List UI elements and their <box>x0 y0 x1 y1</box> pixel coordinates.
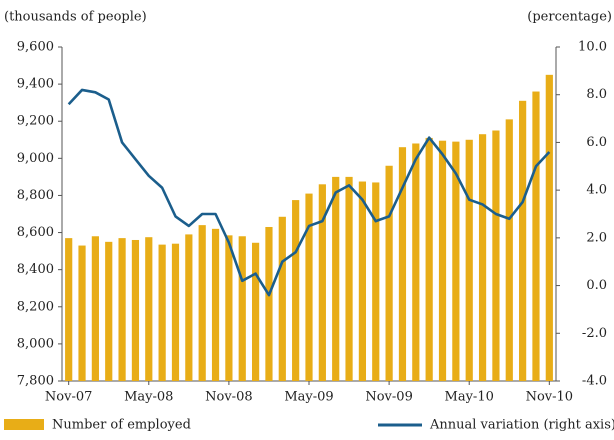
bar <box>225 235 233 381</box>
bar <box>465 139 473 381</box>
bar <box>65 238 73 381</box>
bar <box>478 134 487 381</box>
y2-axis-label: (percentage) <box>527 10 612 25</box>
bar <box>185 234 193 381</box>
y2-tick-label: 10.0 <box>578 40 607 55</box>
y-tick-label: 8,400 <box>17 262 54 277</box>
y-axis-label: (thousands of people) <box>4 10 147 25</box>
y2-tick-label: -2.0 <box>582 326 607 341</box>
y2-tick-label: 0.0 <box>586 278 607 293</box>
x-tick-label: Nov-10 <box>526 390 573 405</box>
x-tick-label: Nov-09 <box>365 390 412 405</box>
bar <box>211 228 220 381</box>
bar <box>412 143 420 381</box>
bar <box>519 100 527 382</box>
legend-label: Number of employed <box>52 418 191 433</box>
y-tick-label: 9,600 <box>17 40 54 55</box>
x-tick-label: May-08 <box>124 390 173 405</box>
y2-tick-label: 8.0 <box>586 87 607 102</box>
x-tick-label: May-09 <box>284 390 333 405</box>
y-tick-label: 9,400 <box>17 77 54 92</box>
x-tick-label: Nov-08 <box>205 390 252 405</box>
bar <box>158 244 166 381</box>
x-tick-label: Nov-07 <box>45 390 92 405</box>
bar <box>78 245 86 381</box>
bar <box>345 176 353 381</box>
x-tick-label: May-10 <box>445 390 494 405</box>
bar <box>198 225 206 381</box>
y-tick-label: 9,000 <box>17 151 54 166</box>
bar <box>91 236 99 381</box>
bar <box>385 165 393 381</box>
y-tick-label: 7,800 <box>17 374 54 389</box>
legend-swatch <box>4 419 44 430</box>
bar <box>505 119 513 381</box>
bar <box>305 193 313 381</box>
y2-tick-label: 6.0 <box>586 135 607 150</box>
y2-tick-label: 2.0 <box>586 230 607 245</box>
y2-tick-label: -4.0 <box>582 374 607 389</box>
bar <box>372 182 380 381</box>
bar <box>398 147 407 381</box>
bar <box>438 140 447 381</box>
y-tick-label: 8,600 <box>17 225 54 240</box>
line <box>67 88 551 297</box>
bar <box>492 130 500 381</box>
bar <box>425 137 433 381</box>
y-tick-label: 8,000 <box>17 336 54 351</box>
bar <box>238 236 246 381</box>
bar <box>332 176 340 381</box>
y2-tick-label: 4.0 <box>586 183 607 198</box>
bar <box>358 181 367 381</box>
y-tick-label: 8,800 <box>17 188 54 203</box>
y-tick-label: 9,200 <box>17 114 54 129</box>
bar <box>452 141 460 381</box>
bar <box>118 238 126 381</box>
bar <box>265 226 273 381</box>
y-tick-label: 8,200 <box>17 299 54 314</box>
bar <box>145 237 153 381</box>
bar <box>105 241 113 381</box>
bar <box>292 200 300 381</box>
bar <box>532 91 540 382</box>
bar <box>251 242 260 381</box>
bar <box>131 239 140 381</box>
bar <box>318 184 326 381</box>
bar <box>278 216 286 381</box>
bar <box>171 243 180 381</box>
bar <box>545 74 553 381</box>
legend-label: Annual variation (right axis) <box>429 418 614 433</box>
